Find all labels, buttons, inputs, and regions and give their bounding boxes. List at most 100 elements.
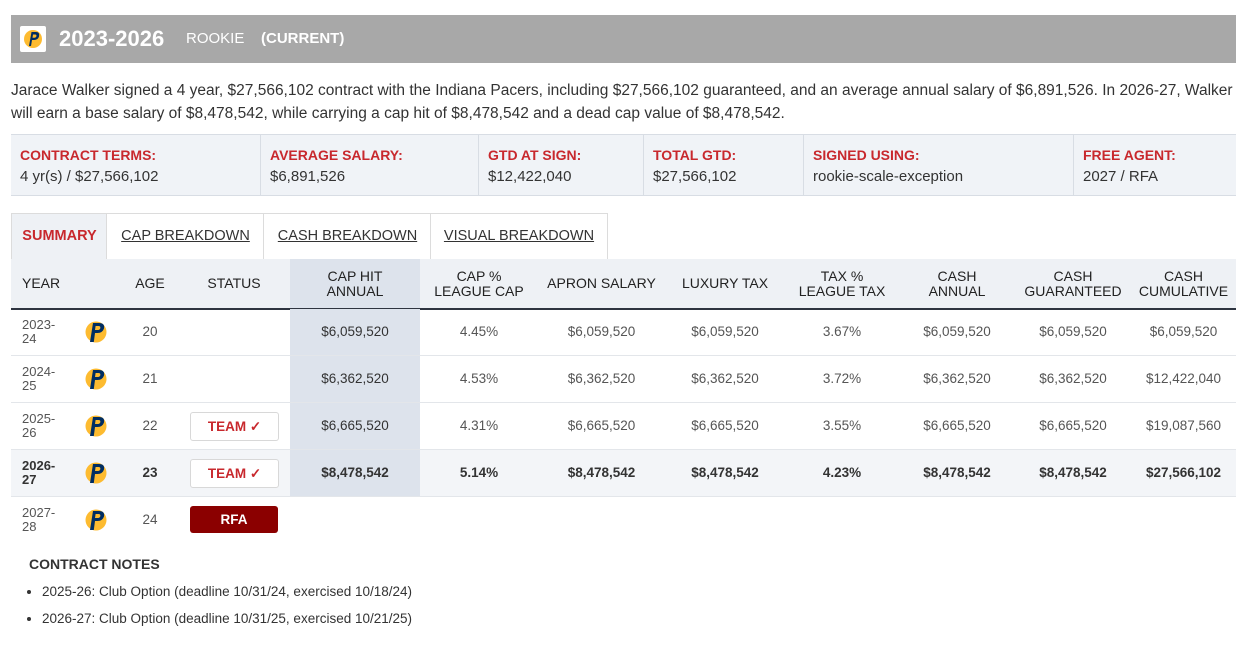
age-cell: 23: [142, 465, 158, 480]
contract-summary: Jarace Walker signed a 4 year, $27,566,1…: [11, 82, 1233, 122]
cap-hit-cell: $6,059,520: [290, 309, 420, 355]
tab-cash-breakdown[interactable]: CASH BREAKDOWN: [263, 213, 432, 259]
col-luxury-tax: LUXURY TAX: [681, 275, 769, 291]
year-cell: 2023- 24: [22, 317, 56, 346]
pacers-logo-icon: [85, 321, 107, 343]
table-row-current: 2026- 27 23 TEAM ✓ $8,478,542 5.14% $8,47…: [11, 450, 1236, 497]
cap-pct-cell: 5.14%: [459, 465, 499, 480]
list-item: 2025-26: Club Option (deadline 10/31/24,…: [42, 580, 412, 607]
col-cap-hit: CAP HIT ANNUAL: [326, 268, 384, 299]
apron-cell: $8,478,542: [567, 465, 636, 480]
cash-annual-cell: $8,478,542: [923, 465, 991, 480]
cash-guaranteed-cell: $8,478,542: [1039, 465, 1107, 480]
luxury-tax-cell: $8,478,542: [691, 465, 759, 480]
table-row: 2024- 25 21 $6,362,520 4.53% $6,362,520 $…: [11, 356, 1236, 403]
cap-pct-cell: 4.53%: [459, 371, 499, 386]
tax-pct-cell: 3.67%: [822, 324, 862, 339]
term-signed-using: SIGNED USING: rookie-scale-exception: [804, 135, 1074, 195]
term-gtd-at-sign: GTD AT SIGN: $12,422,040: [479, 135, 644, 195]
tab-summary[interactable]: SUMMARY: [11, 213, 108, 259]
col-cap-pct: CAP % LEAGUE CAP: [434, 268, 524, 299]
cap-hit-cell: $6,665,520: [290, 403, 420, 449]
year-cell: 2027- 28: [22, 505, 56, 534]
team-option-badge[interactable]: TEAM ✓: [190, 459, 279, 488]
age-cell: 20: [142, 324, 158, 339]
term-label: GTD AT SIGN:: [488, 147, 582, 163]
term-free-agent: FREE AGENT: 2027 / RFA: [1074, 135, 1236, 195]
luxury-tax-cell: $6,362,520: [691, 371, 759, 386]
cap-pct-cell: 4.45%: [459, 324, 499, 339]
cap-hit-cell: $8,478,542: [290, 450, 420, 496]
pacers-logo-icon: [85, 462, 107, 484]
pacers-logo-icon: [85, 415, 107, 437]
col-status: STATUS: [207, 275, 261, 291]
luxury-tax-cell: $6,059,520: [691, 324, 759, 339]
cash-annual-cell: $6,059,520: [923, 324, 991, 339]
cash-guaranteed-cell: $6,059,520: [1039, 324, 1107, 339]
col-tax-pct: TAX % LEAGUE TAX: [798, 268, 886, 299]
cash-guaranteed-cell: $6,362,520: [1039, 371, 1107, 386]
pacers-logo-icon: [85, 368, 107, 390]
term-label: SIGNED USING:: [813, 147, 920, 163]
term-label: FREE AGENT:: [1083, 147, 1176, 163]
term-label: TOTAL GTD:: [653, 147, 737, 163]
list-item: 2026-27: Club Option (deadline 10/31/25,…: [42, 607, 412, 634]
tax-pct-cell: 3.72%: [822, 371, 862, 386]
table-header: YEAR AGE STATUS CAP HIT ANNUAL CAP % LEAGU…: [11, 259, 1236, 310]
col-cash-cumulative: CASH CUMULATIVE: [1138, 268, 1229, 299]
cash-cumulative-cell: $12,422,040: [1145, 371, 1222, 386]
term-value: $6,891,526: [270, 168, 346, 185]
apron-cell: $6,665,520: [567, 418, 636, 433]
contract-years: 2023-2026: [59, 26, 165, 51]
tax-pct-cell: 4.23%: [822, 465, 862, 480]
term-contract-terms: CONTRACT TERMS: 4 yr(s) / $27,566,102: [11, 135, 261, 195]
apron-cell: $6,362,520: [567, 371, 636, 386]
cash-guaranteed-cell: $6,665,520: [1039, 418, 1107, 433]
age-cell: 22: [142, 418, 158, 433]
contract-terms: CONTRACT TERMS: 4 yr(s) / $27,566,102 AV…: [11, 134, 1236, 196]
col-age: AGE: [135, 275, 165, 291]
contract-notes-title: CONTRACT NOTES: [29, 556, 160, 572]
col-cash-annual: CASH ANNUAL: [928, 268, 986, 299]
term-value: $27,566,102: [653, 168, 737, 185]
rfa-badge[interactable]: RFA: [190, 506, 278, 533]
year-cell: 2024- 25: [22, 364, 56, 393]
term-value: rookie-scale-exception: [813, 168, 964, 185]
current-label: (CURRENT): [261, 30, 345, 47]
luxury-tax-cell: $6,665,520: [691, 418, 759, 433]
tab-visual-breakdown[interactable]: VISUAL BREAKDOWN: [430, 213, 608, 259]
term-average-salary: AVERAGE SALARY: $6,891,526: [261, 135, 479, 195]
col-year: YEAR: [22, 275, 61, 291]
apron-cell: $6,059,520: [567, 324, 636, 339]
term-total-gtd: TOTAL GTD: $27,566,102: [644, 135, 804, 195]
term-label: AVERAGE SALARY:: [270, 147, 403, 163]
col-cash-guaranteed: CASH GUARANTEED: [1024, 268, 1122, 299]
cap-hit-column-highlight: [290, 259, 420, 308]
table-row: 2023- 24 20 $6,059,520 4.45% $6,059,520 $…: [11, 309, 1236, 356]
term-value: 4 yr(s) / $27,566,102: [20, 168, 159, 185]
age-cell: 21: [142, 371, 158, 386]
contract-notes-list: 2025-26: Club Option (deadline 10/31/24,…: [28, 580, 412, 634]
cash-cumulative-cell: $6,059,520: [1149, 324, 1218, 339]
age-cell: 24: [142, 512, 158, 527]
cap-hit-cell: $6,362,520: [290, 356, 420, 402]
term-value: 2027 / RFA: [1083, 168, 1159, 185]
team-option-badge[interactable]: TEAM ✓: [190, 412, 279, 441]
cash-cumulative-cell: $19,087,560: [1145, 418, 1222, 433]
cap-pct-cell: 4.31%: [459, 418, 499, 433]
table-row: 2025- 26 22 TEAM ✓ $6,665,520 4.31% $6,66…: [11, 403, 1236, 450]
term-value: $12,422,040: [488, 168, 572, 185]
table-row: 2027- 28 24 RFA: [11, 497, 1236, 543]
year-cell: 2025- 26: [22, 411, 56, 440]
contract-header: 2023-2026 ROOKIE (CURRENT): [11, 15, 1236, 63]
tax-pct-cell: 3.55%: [822, 418, 862, 433]
tab-cap-breakdown[interactable]: CAP BREAKDOWN: [106, 213, 265, 259]
year-cell: 2026- 27: [22, 458, 56, 487]
contract-type: ROOKIE: [186, 30, 245, 47]
cash-annual-cell: $6,362,520: [923, 371, 991, 386]
cash-annual-cell: $6,665,520: [923, 418, 991, 433]
term-label: CONTRACT TERMS:: [20, 147, 157, 163]
col-apron-salary: APRON SALARY: [547, 275, 656, 291]
pacers-logo-icon: [85, 509, 107, 531]
cash-cumulative-cell: $27,566,102: [1145, 465, 1222, 480]
